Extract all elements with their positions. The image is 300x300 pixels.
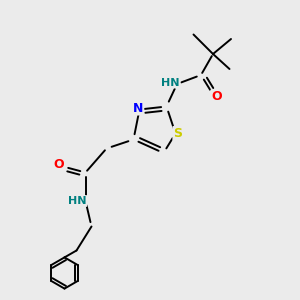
Text: S: S	[173, 127, 182, 140]
Text: HN: HN	[161, 77, 180, 88]
Text: N: N	[133, 101, 143, 115]
Text: O: O	[211, 90, 222, 104]
Text: HN: HN	[68, 196, 86, 206]
Text: O: O	[53, 158, 64, 172]
